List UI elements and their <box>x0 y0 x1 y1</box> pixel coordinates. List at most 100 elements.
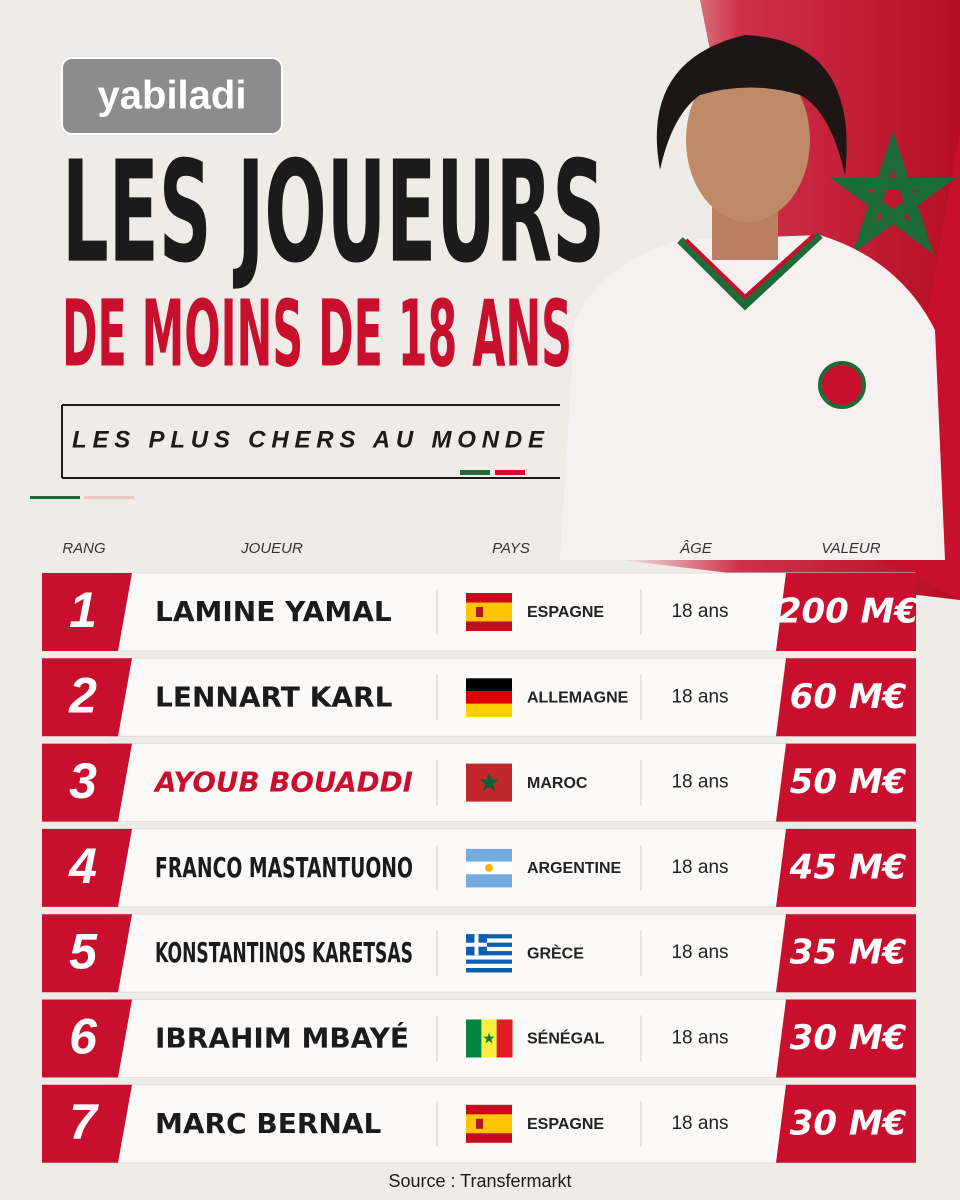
flag-stripe <box>466 959 512 965</box>
country: ALLEMAGNE <box>527 690 629 707</box>
flag-stripe <box>466 703 512 717</box>
flag-stripe <box>466 1114 512 1134</box>
column-header: PAYS <box>492 540 530 557</box>
value-box <box>776 999 916 1078</box>
player-name: FRANCO MASTANTUONO <box>155 851 413 884</box>
flag-stripe <box>496 1019 513 1058</box>
flag-emblem <box>476 607 483 617</box>
player-face <box>686 58 810 222</box>
rank-box <box>42 914 132 993</box>
rank: 5 <box>69 923 98 979</box>
flag-stripe <box>466 848 512 863</box>
flag-stripe <box>466 938 512 943</box>
player-name: LENNART KARL <box>155 680 393 713</box>
column-header: VALEUR <box>821 540 880 557</box>
flag-stripe <box>466 951 512 956</box>
rank-box <box>42 828 132 907</box>
country: MAROC <box>527 775 588 792</box>
column-header: RANG <box>62 540 106 557</box>
table-row: 1 LAMINE YAMAL ESPAGNE 18 ans 200 M€ <box>42 572 919 652</box>
accent <box>460 470 490 475</box>
player-jersey <box>560 235 945 560</box>
age: 18 ans <box>671 601 728 622</box>
rank-box <box>42 573 132 651</box>
jersey-collar <box>684 233 816 300</box>
accent <box>30 496 80 499</box>
value: 50 M€ <box>790 762 907 802</box>
rank: 6 <box>69 1009 98 1065</box>
accent <box>495 470 525 475</box>
flag-cross <box>474 934 479 956</box>
rank: 7 <box>69 1094 99 1150</box>
flag-stripe <box>466 678 512 692</box>
value-box <box>776 573 916 651</box>
country: SÉNÉGAL <box>527 1029 605 1048</box>
flag-stripe <box>466 942 512 948</box>
value-box <box>776 828 916 907</box>
age: 18 ans <box>671 1113 728 1134</box>
value: 60 M€ <box>790 677 907 717</box>
flag-stripe <box>466 955 512 960</box>
logo: yabiladi <box>98 74 247 118</box>
player-name: LAMINE YAMAL <box>155 595 392 628</box>
accent <box>84 496 134 499</box>
player-hair <box>656 35 847 175</box>
value-box <box>776 914 916 993</box>
title: LES JOUEURS <box>62 132 605 295</box>
flag-star <box>830 130 956 255</box>
country: ESPAGNE <box>527 1116 604 1133</box>
rank: 1 <box>69 582 97 638</box>
value: 35 M€ <box>790 933 907 973</box>
age: 18 ans <box>671 686 728 707</box>
column-header: JOUEUR <box>240 540 303 557</box>
rank-box <box>42 658 132 737</box>
age: 18 ans <box>671 857 728 878</box>
flag-stripe <box>466 934 512 939</box>
table-row: 5 KONSTANTINOS KARETSAS GRÈCE 18 ans 35 M€ <box>42 913 916 993</box>
rank-box <box>42 1084 132 1163</box>
flag-stripe <box>466 963 512 969</box>
table-row: 2 LENNART KARL ALLEMAGNE 18 ans 60 M€ <box>42 657 916 737</box>
flag-stripe <box>466 602 512 622</box>
value: 30 M€ <box>790 1103 907 1143</box>
rank-box <box>42 999 132 1078</box>
flag-stripe <box>466 1019 482 1058</box>
subtitle: LES PLUS CHERS AU MONDE <box>72 426 545 453</box>
logo-box <box>61 57 283 135</box>
rank: 4 <box>68 838 97 894</box>
flag-stripe <box>466 874 512 888</box>
country: GRÈCE <box>527 943 584 962</box>
value-box <box>776 1084 916 1163</box>
value-box <box>776 658 916 737</box>
player-name: MARC BERNAL <box>155 1107 382 1140</box>
flag-stripe <box>466 690 512 705</box>
rank: 3 <box>69 753 97 809</box>
flag-stripe <box>466 946 512 952</box>
age: 18 ans <box>671 942 728 963</box>
jersey-collar <box>677 232 823 311</box>
value: 200 M€ <box>778 592 919 632</box>
table-row: 7 MARC BERNAL ESPAGNE 18 ans 30 M€ <box>42 1084 916 1164</box>
country: ARGENTINE <box>527 860 622 877</box>
age: 18 ans <box>671 772 728 793</box>
jersey-crest <box>818 361 866 409</box>
country: ESPAGNE <box>527 604 604 621</box>
flag-star <box>483 1032 495 1044</box>
table-row: 6 IBRAHIM MBAYÉ SÉNÉGAL 18 ans 30 M€ <box>42 999 916 1078</box>
player-name: KONSTANTINOS KARETSAS <box>155 936 413 969</box>
age: 18 ans <box>671 1028 728 1049</box>
title-line-2: DE MOINS DE 18 ANS <box>62 280 572 387</box>
value: 45 M€ <box>789 847 907 887</box>
table-row: 3 AYOUB BOUADDI MAROC 18 ans 50 M€ <box>42 743 916 823</box>
value: 30 M€ <box>790 1018 907 1058</box>
flag-star <box>479 772 499 791</box>
rank-box <box>42 743 132 822</box>
flag-stripe <box>466 967 512 973</box>
table-row: 4 FRANCO MASTANTUONO ARGENTINE 18 ans 45 M€ <box>42 828 916 908</box>
rank: 2 <box>68 668 97 724</box>
flag-sun <box>485 863 493 872</box>
source: Source : Transfermarkt <box>388 1171 571 1191</box>
player-name: AYOUB BOUADDI <box>153 766 413 799</box>
